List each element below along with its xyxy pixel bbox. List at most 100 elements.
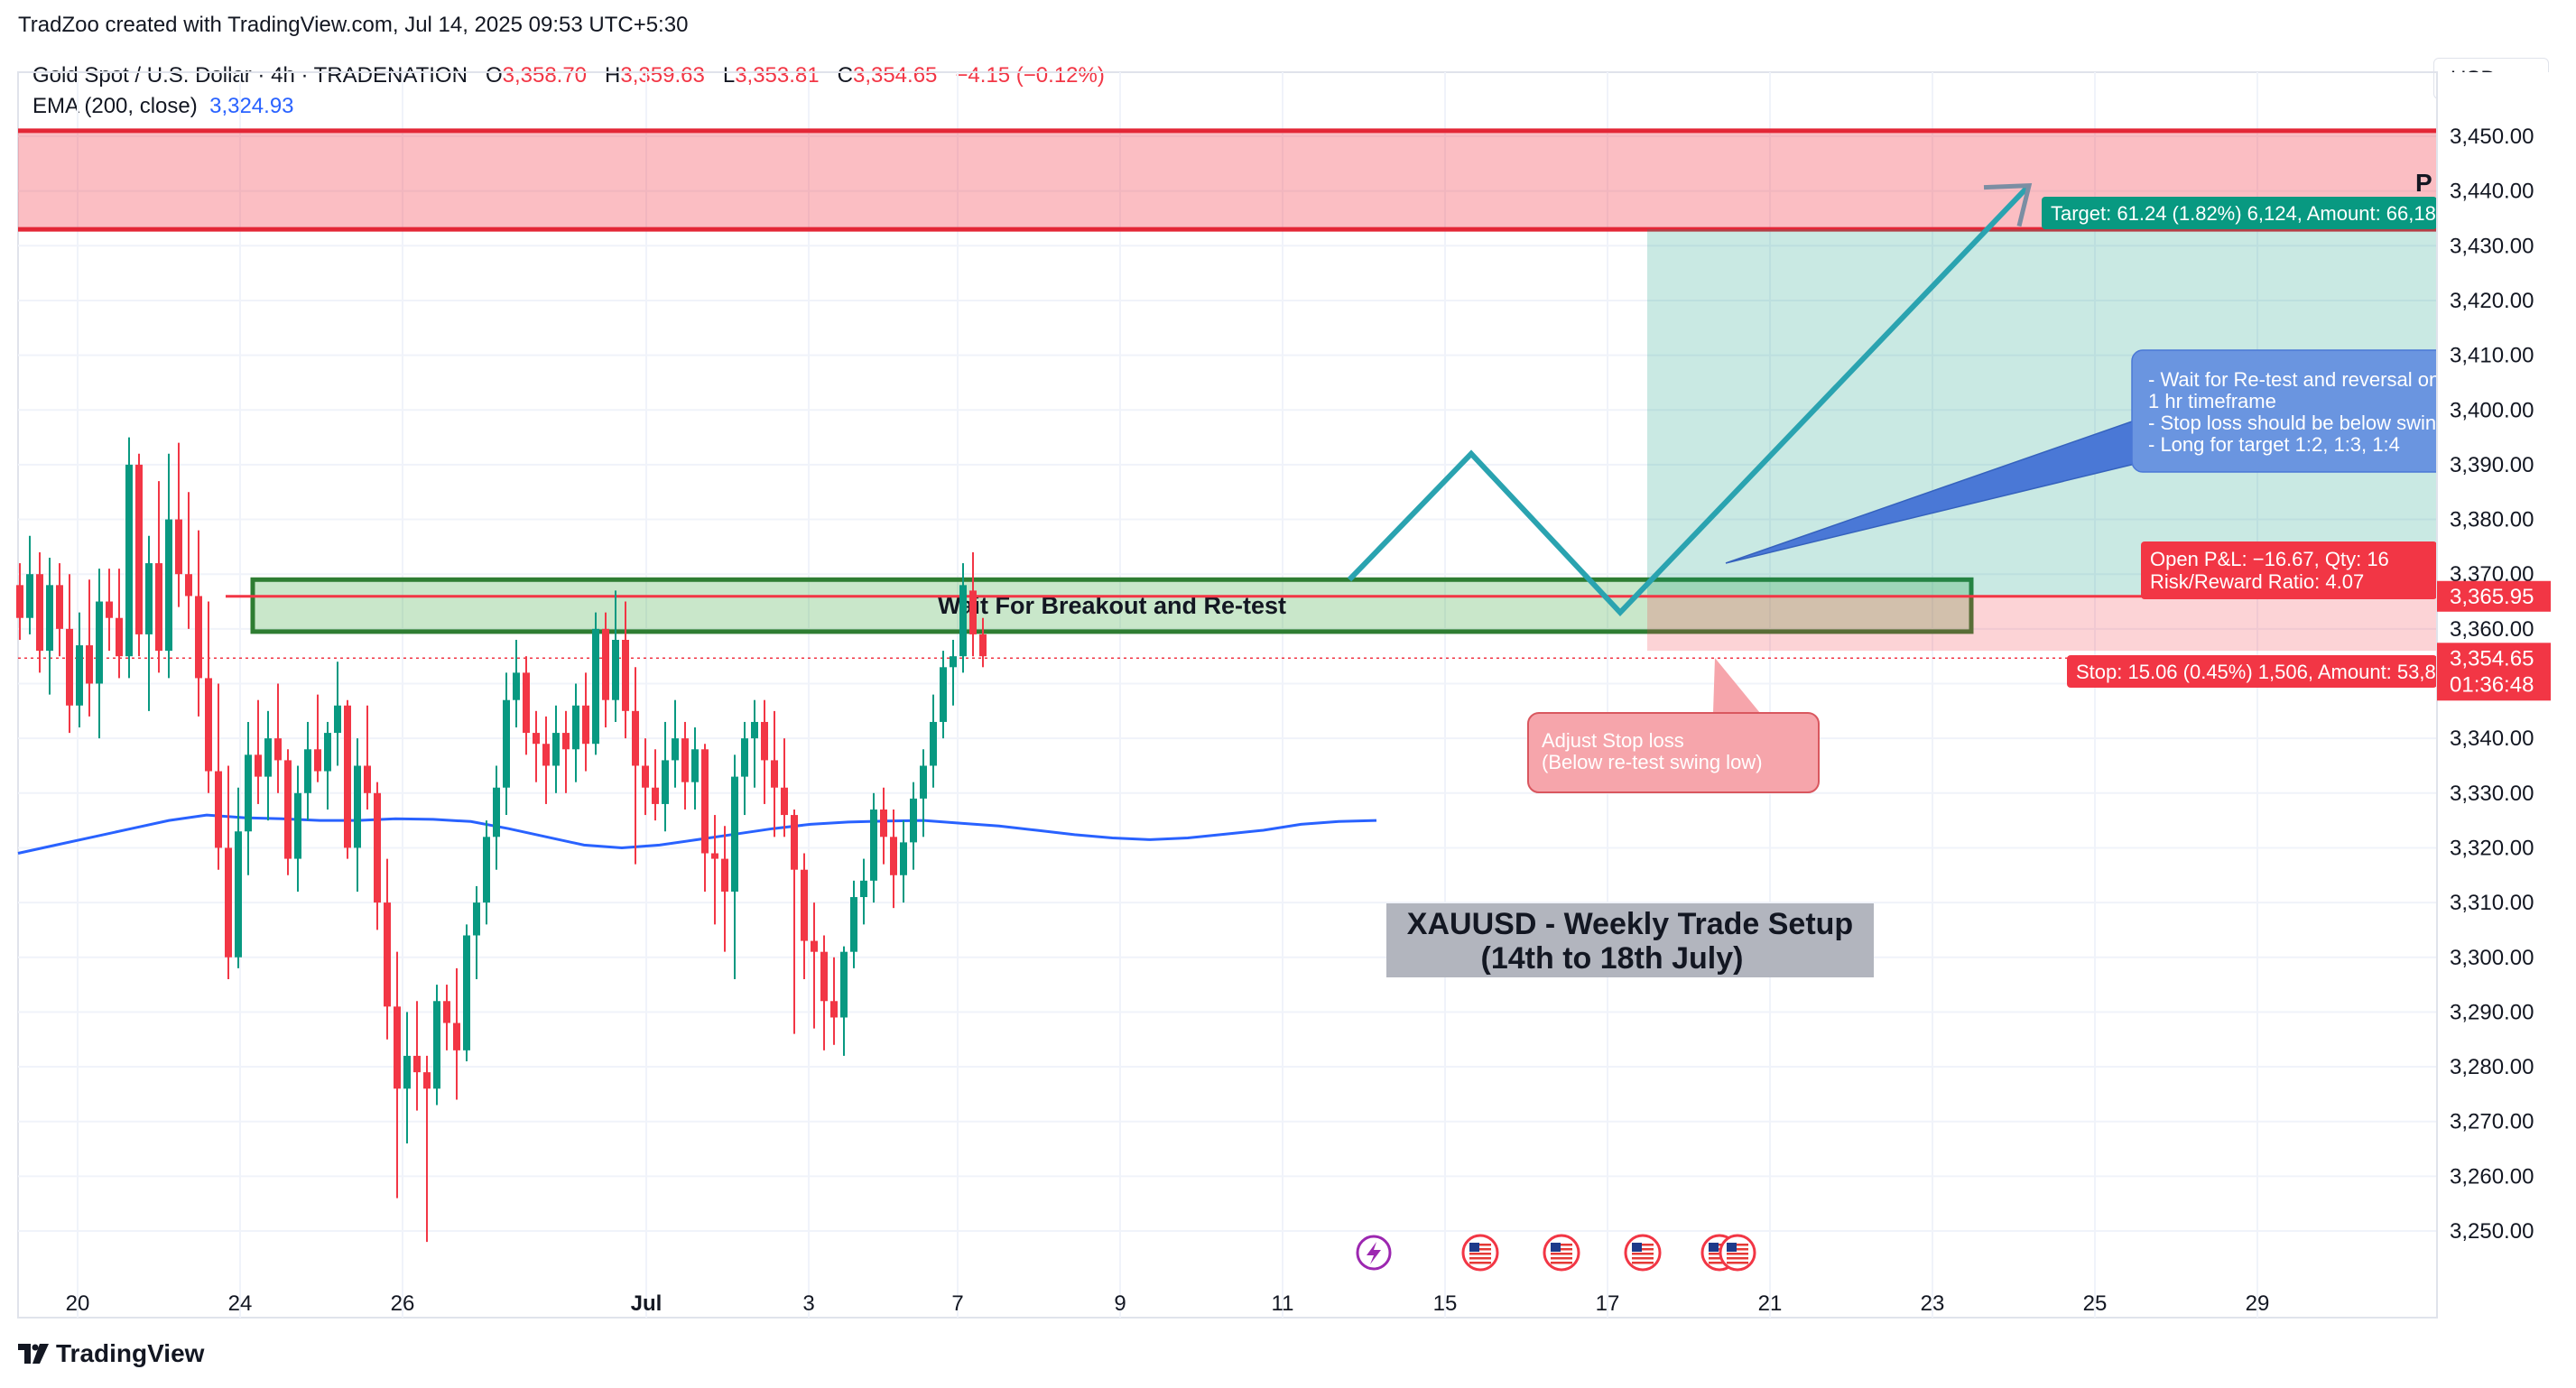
candle-body (374, 792, 381, 903)
breakout-zone-box (250, 577, 1974, 634)
open-value: 3,358.70 (502, 63, 588, 88)
candle-body (175, 519, 182, 575)
candle-body (592, 628, 599, 745)
candle (632, 667, 639, 865)
candle (264, 710, 272, 821)
price-tick-label: 3,340.00 (2450, 726, 2534, 751)
candle-body (562, 733, 570, 750)
candle-body (761, 721, 768, 761)
candle-body (900, 842, 907, 875)
candle (562, 710, 570, 793)
setup-title: XAUUSD - Weekly Trade Setup (1407, 907, 1853, 941)
candle-body (731, 776, 738, 892)
candle (413, 1001, 421, 1111)
event-markers (1356, 1234, 1756, 1272)
candle-body (304, 749, 311, 793)
candle (86, 579, 93, 717)
candle (235, 787, 242, 968)
time-tick-label: 17 (1596, 1291, 1620, 1316)
candle (443, 985, 450, 1050)
candle-body (36, 574, 43, 652)
candle-body (135, 464, 143, 634)
candle-body (205, 678, 212, 772)
pnl-label: Open P&L: −16.67, Qty: 16 (2150, 548, 2389, 570)
candle (781, 738, 788, 837)
candle-body (533, 733, 540, 745)
price-tick-label: 3,320.00 (2450, 836, 2534, 860)
candle-body (959, 585, 967, 657)
ema-label: EMA (200, close) (32, 94, 198, 118)
candle-body (274, 738, 282, 761)
candle (741, 721, 748, 816)
candle-body (145, 563, 153, 634)
candle-body (612, 639, 619, 700)
candle (513, 639, 520, 728)
candle (930, 694, 937, 788)
time-tick-label: 29 (2246, 1291, 2270, 1316)
candle-body (721, 858, 728, 892)
candle-body (741, 738, 748, 777)
candle (811, 902, 818, 1029)
last-price-tag-text: 3,354.65 (2450, 646, 2534, 671)
candle-body (26, 574, 33, 618)
candle (165, 453, 172, 679)
chart-zones: Wait For Breakout and Re-test (18, 128, 2437, 634)
tradingview-brand[interactable]: TradingView (18, 1339, 204, 1368)
open-label: O (485, 63, 503, 88)
candle-body (622, 639, 629, 711)
candle-body (950, 656, 957, 668)
target-label: Target: 61.24 (1.82%) 6,124, Amount: 66,… (2051, 202, 2475, 225)
time-tick-label: 3 (802, 1291, 814, 1316)
candle-body (552, 733, 560, 766)
candle (691, 727, 699, 810)
candle (116, 569, 123, 679)
candle (215, 683, 222, 870)
candle (384, 858, 391, 1040)
candle-body (711, 853, 718, 859)
stop-callout-box (1527, 712, 1820, 793)
candle-body (860, 880, 867, 898)
candle (195, 530, 202, 717)
candle (205, 601, 212, 793)
candle (860, 858, 867, 925)
price-tick-label: 3,440.00 (2450, 180, 2534, 204)
candle (701, 744, 709, 892)
candle-body (264, 738, 272, 777)
candle-body (403, 1055, 411, 1089)
stop-callout-text: Adjust Stop loss (Below re-test swing low… (1542, 729, 1763, 773)
entry-price-tag-text: 3,365.95 (2450, 585, 2534, 609)
low-value: 3,353.81 (735, 63, 820, 88)
candle-body (920, 765, 927, 799)
candle (294, 765, 301, 892)
price-tick-label: 3,430.00 (2450, 234, 2534, 258)
candle-body (781, 787, 788, 816)
countdown-tag-text: 01:36:48 (2450, 672, 2534, 697)
candle-body (602, 628, 609, 700)
candle (324, 721, 331, 810)
price-tick-label: 3,410.00 (2450, 344, 2534, 368)
candle (423, 1055, 431, 1243)
candle-body (969, 590, 977, 634)
price-tick-label: 3,270.00 (2450, 1110, 2534, 1134)
candle (979, 617, 987, 668)
candle-body (493, 787, 500, 837)
setup-title-box (1386, 903, 1874, 977)
candle-body (324, 733, 331, 772)
symbol-legend[interactable]: Gold Spot / U.S. Dollar · 4h · TRADENATI… (32, 63, 1105, 88)
candle (493, 765, 500, 870)
candle-body (433, 1001, 440, 1089)
candle (850, 880, 857, 968)
candle-body (255, 754, 262, 777)
close-label: C (837, 63, 853, 88)
candle-body (294, 792, 301, 859)
candle-body (930, 721, 937, 766)
price-tick-label: 3,250.00 (2450, 1219, 2534, 1244)
candle-body (751, 721, 758, 739)
candle (900, 820, 907, 903)
candle-body (642, 765, 649, 788)
candle-body (215, 771, 222, 848)
candle (602, 612, 609, 728)
ema-legend[interactable]: EMA (200, close) 3,324.93 (32, 94, 294, 119)
candle (880, 787, 887, 865)
